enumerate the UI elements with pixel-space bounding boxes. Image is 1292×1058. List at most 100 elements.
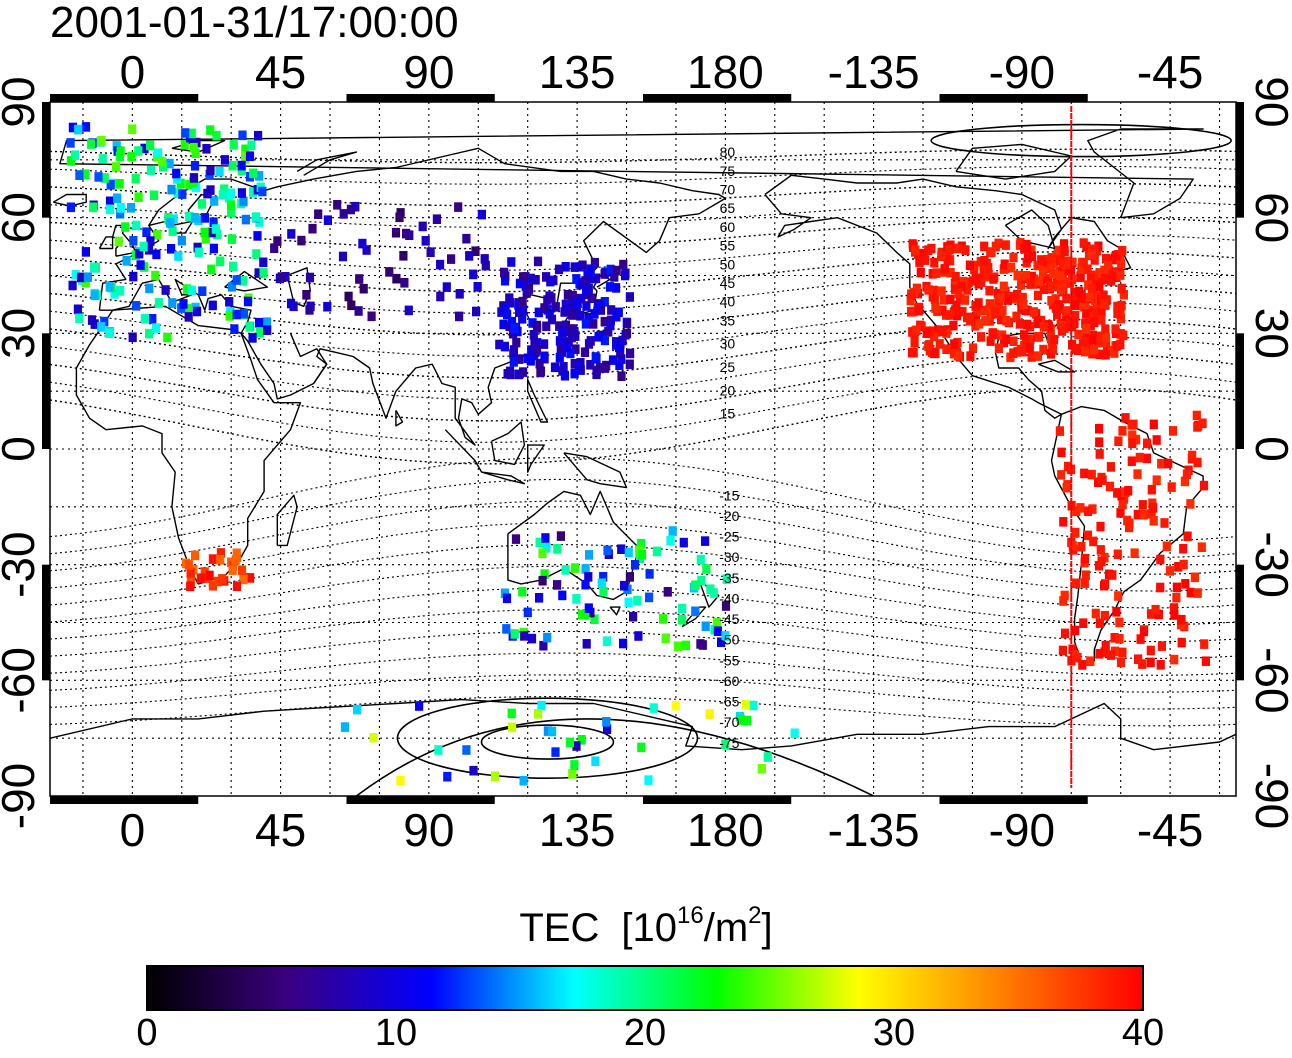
tec-cell — [985, 316, 994, 326]
tec-cell — [1105, 481, 1114, 492]
tec-cell — [681, 640, 690, 651]
tec-cell — [154, 298, 163, 308]
tec-cell — [515, 354, 524, 364]
frame-bar — [42, 102, 50, 218]
tec-cell — [581, 610, 590, 620]
tec-cell — [241, 214, 250, 225]
tec-cell — [584, 312, 593, 323]
tec-cell — [1029, 307, 1039, 317]
frame-bar — [346, 94, 495, 102]
tec-cell — [191, 550, 200, 561]
contour-label: 70 — [720, 182, 736, 198]
tec-cell — [115, 151, 124, 162]
tec-cell — [1068, 257, 1077, 268]
tec-cell — [591, 756, 600, 766]
tec-cell — [262, 317, 272, 327]
tec-cell — [472, 306, 481, 317]
tec-cell — [679, 537, 688, 548]
tec-cell — [637, 742, 646, 753]
tec-cell — [717, 637, 726, 647]
tec-cell — [1079, 238, 1088, 248]
tec-cell — [1047, 296, 1056, 306]
tec-cell — [323, 215, 332, 225]
tec-cell — [220, 184, 229, 194]
tec-cell — [1101, 324, 1110, 334]
tec-cell — [623, 318, 632, 328]
tec-cell — [237, 565, 247, 576]
tec-cell — [159, 162, 168, 172]
tec-cell — [597, 578, 606, 589]
tec-cell — [541, 533, 550, 543]
tec-cell — [1146, 609, 1156, 619]
contour-label: -35 — [719, 570, 739, 586]
tec-cell — [556, 531, 565, 541]
tec-cell — [996, 314, 1006, 325]
top-lon-tick: -135 — [828, 46, 920, 98]
tec-cell — [1076, 270, 1085, 281]
tec-cell — [1009, 336, 1018, 346]
tec-cell — [661, 633, 670, 644]
tec-cell — [367, 311, 376, 322]
tec-cell — [500, 267, 509, 278]
frame-bar — [643, 796, 792, 804]
tec-cell — [1028, 251, 1037, 262]
tec-cell — [1027, 245, 1036, 256]
tec-cell — [105, 282, 114, 292]
tec-cell — [1130, 548, 1139, 558]
tec-cell — [546, 276, 555, 287]
tec-cell — [526, 273, 535, 284]
tec-cell — [1068, 644, 1077, 655]
contour-line — [50, 353, 1236, 422]
tec-cell — [1165, 566, 1174, 576]
tec-cell — [576, 311, 585, 321]
tec-cell — [1071, 310, 1080, 321]
tec-cell — [1172, 592, 1181, 603]
tec-cell — [534, 307, 543, 318]
tec-cell — [980, 256, 989, 266]
tec-cell — [1057, 284, 1066, 294]
tec-cell — [1088, 504, 1097, 514]
tec-cell — [1146, 645, 1155, 656]
tec-cell — [519, 367, 528, 377]
colorbar-tick: 0 — [136, 1012, 158, 1054]
tec-cell — [1080, 331, 1089, 342]
tec-cell — [1149, 516, 1158, 526]
tec-cell — [529, 330, 538, 340]
tec-cell — [1082, 309, 1091, 319]
tec-cell — [146, 165, 156, 175]
tec-cell — [1129, 419, 1138, 430]
tec-cell — [418, 221, 427, 232]
tec-cell — [207, 264, 216, 275]
contour-label: 20 — [720, 382, 736, 398]
tec-cell — [180, 139, 189, 150]
tec-cell — [1114, 591, 1123, 601]
tec-cell — [1050, 335, 1059, 345]
tec-cell — [193, 306, 202, 317]
tec-cell — [112, 162, 121, 172]
tec-cell — [510, 629, 519, 639]
tec-cell — [545, 309, 554, 319]
tec-cell — [586, 360, 595, 370]
tec-cell — [933, 325, 943, 335]
tec-cell — [510, 323, 519, 334]
tec-cell — [616, 347, 625, 358]
tec-cell — [553, 544, 562, 554]
tec-cell — [1039, 322, 1048, 332]
tec-cell — [105, 196, 115, 207]
tec-cell — [105, 204, 115, 215]
coastline-segment — [276, 494, 298, 547]
tec-cell — [1096, 521, 1105, 532]
tec-cell — [333, 200, 342, 210]
tec-cell — [395, 212, 404, 223]
tec-cell — [1083, 530, 1092, 541]
tec-cell — [1156, 660, 1165, 670]
contour-label: -15 — [719, 487, 739, 503]
tec-cell — [1086, 311, 1095, 322]
tec-cell — [1087, 469, 1096, 480]
tec-cell — [73, 304, 82, 315]
tec-cell — [1114, 436, 1123, 446]
tec-cell — [1089, 536, 1098, 547]
tec-cell — [572, 274, 581, 284]
tec-cell — [254, 130, 263, 141]
tec-cell — [940, 264, 950, 274]
